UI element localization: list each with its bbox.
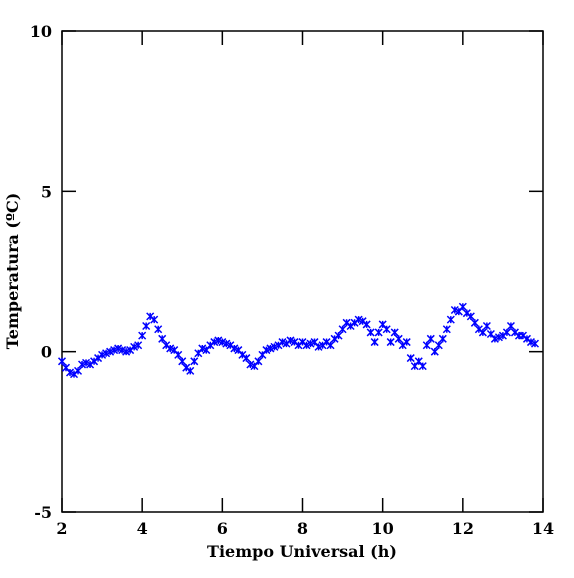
y-tick-label: 5 — [41, 182, 52, 201]
data-point — [362, 320, 371, 329]
data-point — [138, 331, 147, 340]
data-point — [154, 325, 163, 334]
data-point — [374, 328, 383, 337]
data-point — [390, 328, 399, 337]
data-point — [150, 315, 159, 324]
data-point — [142, 321, 151, 331]
data-point — [406, 354, 415, 363]
data-point — [366, 328, 375, 337]
data-point — [442, 325, 451, 334]
data-point — [382, 325, 391, 334]
x-tick-label: 10 — [372, 519, 394, 538]
y-tick-label: 0 — [41, 343, 52, 362]
data-point — [470, 318, 479, 327]
data-point — [478, 328, 487, 337]
data-point — [466, 312, 475, 321]
data-point — [422, 341, 431, 350]
data-point — [254, 357, 263, 366]
data-point — [334, 331, 343, 340]
x-tick-label: 2 — [56, 519, 67, 538]
data-point — [394, 334, 403, 343]
plot-frame — [61, 30, 544, 513]
data-point — [386, 338, 395, 347]
data-point — [426, 334, 435, 343]
y-axis-label: Temperatura (ºC) — [3, 193, 22, 350]
x-tick-label: 6 — [217, 519, 228, 538]
data-point — [326, 341, 335, 350]
data-point — [438, 334, 447, 343]
x-tick-label: 4 — [137, 519, 148, 538]
data-point — [186, 366, 195, 375]
data-point — [530, 339, 540, 348]
x-axis-label: Tiempo Universal (h) — [207, 542, 397, 561]
data-point — [134, 341, 143, 350]
data-point — [74, 366, 83, 375]
data-point — [178, 357, 187, 366]
data-point — [370, 338, 379, 347]
data-point — [502, 328, 511, 337]
data-point — [57, 357, 67, 366]
data-point — [506, 321, 515, 331]
x-tick-label: 8 — [297, 519, 308, 538]
data-point — [338, 325, 347, 334]
data-point — [174, 350, 183, 359]
data-point — [402, 338, 411, 347]
data-point — [430, 347, 439, 356]
data-point — [158, 334, 167, 343]
y-tick-label: -5 — [34, 503, 52, 522]
data-point — [190, 357, 199, 366]
data-point — [482, 321, 491, 331]
data-point — [242, 354, 251, 363]
x-tick-label: 14 — [532, 519, 554, 538]
x-tick-label: 12 — [452, 519, 474, 538]
data-point — [434, 341, 443, 350]
y-tick-label: 10 — [30, 22, 52, 41]
data-point — [418, 362, 427, 371]
data-point — [446, 315, 455, 324]
data-point — [458, 302, 467, 311]
